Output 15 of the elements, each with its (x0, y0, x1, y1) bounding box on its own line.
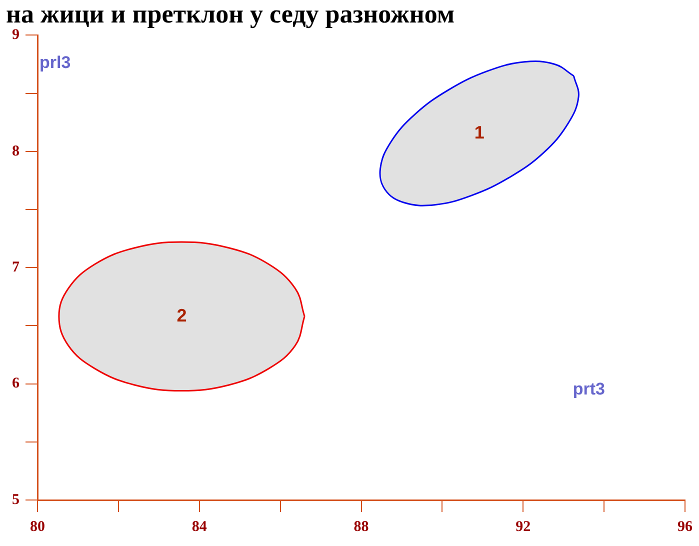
x-tick-label: 84 (192, 518, 208, 535)
y-tick-label: 8 (12, 143, 20, 160)
y-tick-label: 9 (12, 27, 20, 44)
y-tick-label: 7 (12, 259, 20, 276)
y-tick-label: 5 (12, 492, 20, 508)
chart-title: на жици и претклон у седу разножном (6, 0, 455, 28)
y-axis-title: prl3 (40, 52, 71, 72)
series-label: 1 (474, 122, 484, 142)
series-label: 2 (176, 305, 187, 326)
x-tick-label: 96 (678, 518, 693, 535)
x-axis-title: prt3 (572, 380, 605, 399)
x-tick-label: 92 (516, 518, 531, 535)
x-tick-label: 80 (30, 518, 45, 535)
y-tick-label: 6 (12, 376, 20, 392)
x-tick-label: 88 (354, 518, 369, 535)
